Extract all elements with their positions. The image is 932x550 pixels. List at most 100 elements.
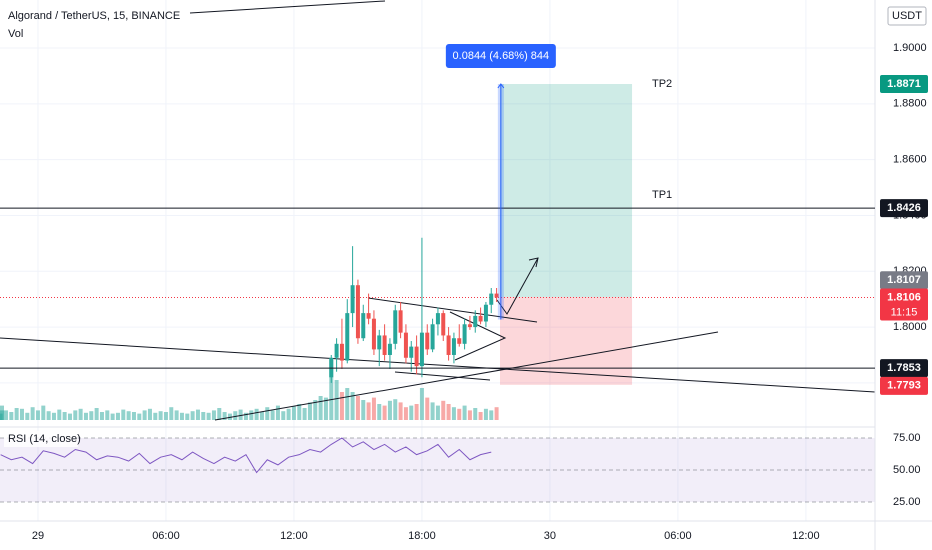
candle-body [345, 313, 350, 361]
level-price-label: 1.8426 [887, 202, 921, 214]
volume-bar [489, 410, 494, 420]
rsi-label: RSI (14, close) [8, 433, 81, 445]
volume-bar [366, 402, 371, 420]
volume-bar [73, 410, 78, 420]
y-tick-label: 1.8600 [893, 154, 927, 166]
volume-bar [14, 408, 19, 420]
volume-bar [126, 411, 131, 420]
stop-price-label: 1.7793 [887, 380, 921, 392]
rsi-tick-label: 25.00 [893, 496, 921, 508]
level-name: TP1 [652, 189, 672, 201]
arrow-head [528, 257, 539, 268]
volume-bar [323, 397, 328, 420]
volume-bar [19, 408, 24, 420]
volume-bar [345, 388, 350, 420]
volume-bar [334, 380, 339, 420]
candle-body [425, 332, 430, 350]
candle-body [387, 343, 392, 355]
candle-body [398, 310, 403, 333]
volume-bar [137, 413, 142, 420]
volume-bar [494, 407, 499, 420]
volume-bar [105, 410, 110, 420]
triangle [449, 311, 507, 361]
volume-bar [265, 407, 270, 420]
candle-body [494, 293, 499, 298]
last-price-label-box [880, 288, 928, 321]
volume-bar [35, 410, 40, 420]
candle-body [451, 338, 456, 355]
volume-bar [467, 410, 472, 420]
x-tick-label: 12:00 [280, 530, 308, 542]
volume-bar [142, 410, 147, 420]
candle-body [377, 335, 382, 350]
volume-bar [387, 400, 392, 420]
volume-bar [89, 411, 94, 420]
x-tick-label: 06:00 [152, 530, 180, 542]
entry-price-label: 1.8107 [887, 274, 921, 286]
volume-bar [275, 405, 280, 420]
volume-bar [121, 409, 126, 420]
volume-bar [0, 410, 4, 420]
measure-box [445, 44, 556, 68]
volume-bar [414, 404, 419, 420]
rsi-line [0, 437, 492, 474]
volume-bar [25, 412, 30, 420]
trend-line [394, 371, 491, 381]
candle-body [473, 315, 478, 328]
volume-bar [371, 397, 376, 420]
volume-bar [115, 412, 120, 420]
y-tick-label: 1.8000 [893, 321, 927, 333]
candle-body [339, 343, 344, 361]
volume-bar [382, 405, 387, 420]
volume-bar [254, 408, 259, 420]
candle-body [489, 293, 494, 305]
target-price-label: 1.8871 [887, 78, 921, 90]
chart-title: Algorand / TetherUS, 15, BINANCE [8, 10, 180, 22]
trend-line [0, 337, 876, 393]
volume-bar [435, 405, 440, 420]
volume-bar [419, 388, 424, 420]
volume-bar [361, 400, 366, 420]
volume-bar [355, 396, 360, 420]
target-name: TP2 [652, 78, 672, 90]
currency-box[interactable] [887, 6, 927, 26]
volume-bar [441, 400, 446, 420]
volume-bar [393, 399, 398, 420]
volume-bar [190, 411, 195, 420]
volume-bar [243, 412, 248, 420]
x-tick-label: 18:00 [408, 530, 436, 542]
volume-bar [201, 412, 206, 420]
volume-bar [430, 402, 435, 420]
volume-bar [169, 407, 174, 420]
volume-bar [409, 405, 414, 420]
volume-bar [329, 360, 334, 420]
volume-bar [9, 412, 14, 420]
volume-bar [51, 412, 56, 420]
volume-bar [302, 408, 307, 420]
volume-bar [297, 404, 302, 420]
entry-price-label-box [880, 271, 928, 290]
volume-label: Vol [8, 28, 23, 40]
y-tick-label: 1.9000 [893, 42, 927, 54]
volume-bar [206, 412, 211, 420]
volume-bar [318, 396, 323, 420]
volume-bar [110, 413, 115, 420]
candle-body [382, 335, 387, 355]
candle-body [403, 332, 408, 358]
candle-body [483, 304, 488, 322]
volume-bar [313, 400, 318, 420]
currency[interactable]: USDT [892, 10, 922, 22]
level-price-label: 1.7853 [887, 362, 921, 374]
trend-line [214, 331, 719, 421]
volume-bar [238, 409, 243, 420]
candle-body [462, 324, 467, 344]
candle-body [409, 346, 414, 358]
x-tick-label: 06:00 [664, 530, 692, 542]
drawings [0, 0, 876, 421]
volume-bar [478, 412, 483, 420]
candle-body [430, 324, 435, 350]
candle-body [457, 338, 462, 344]
volume-bar [174, 410, 179, 420]
volume-bar [403, 407, 408, 420]
volume-bar [227, 413, 232, 420]
